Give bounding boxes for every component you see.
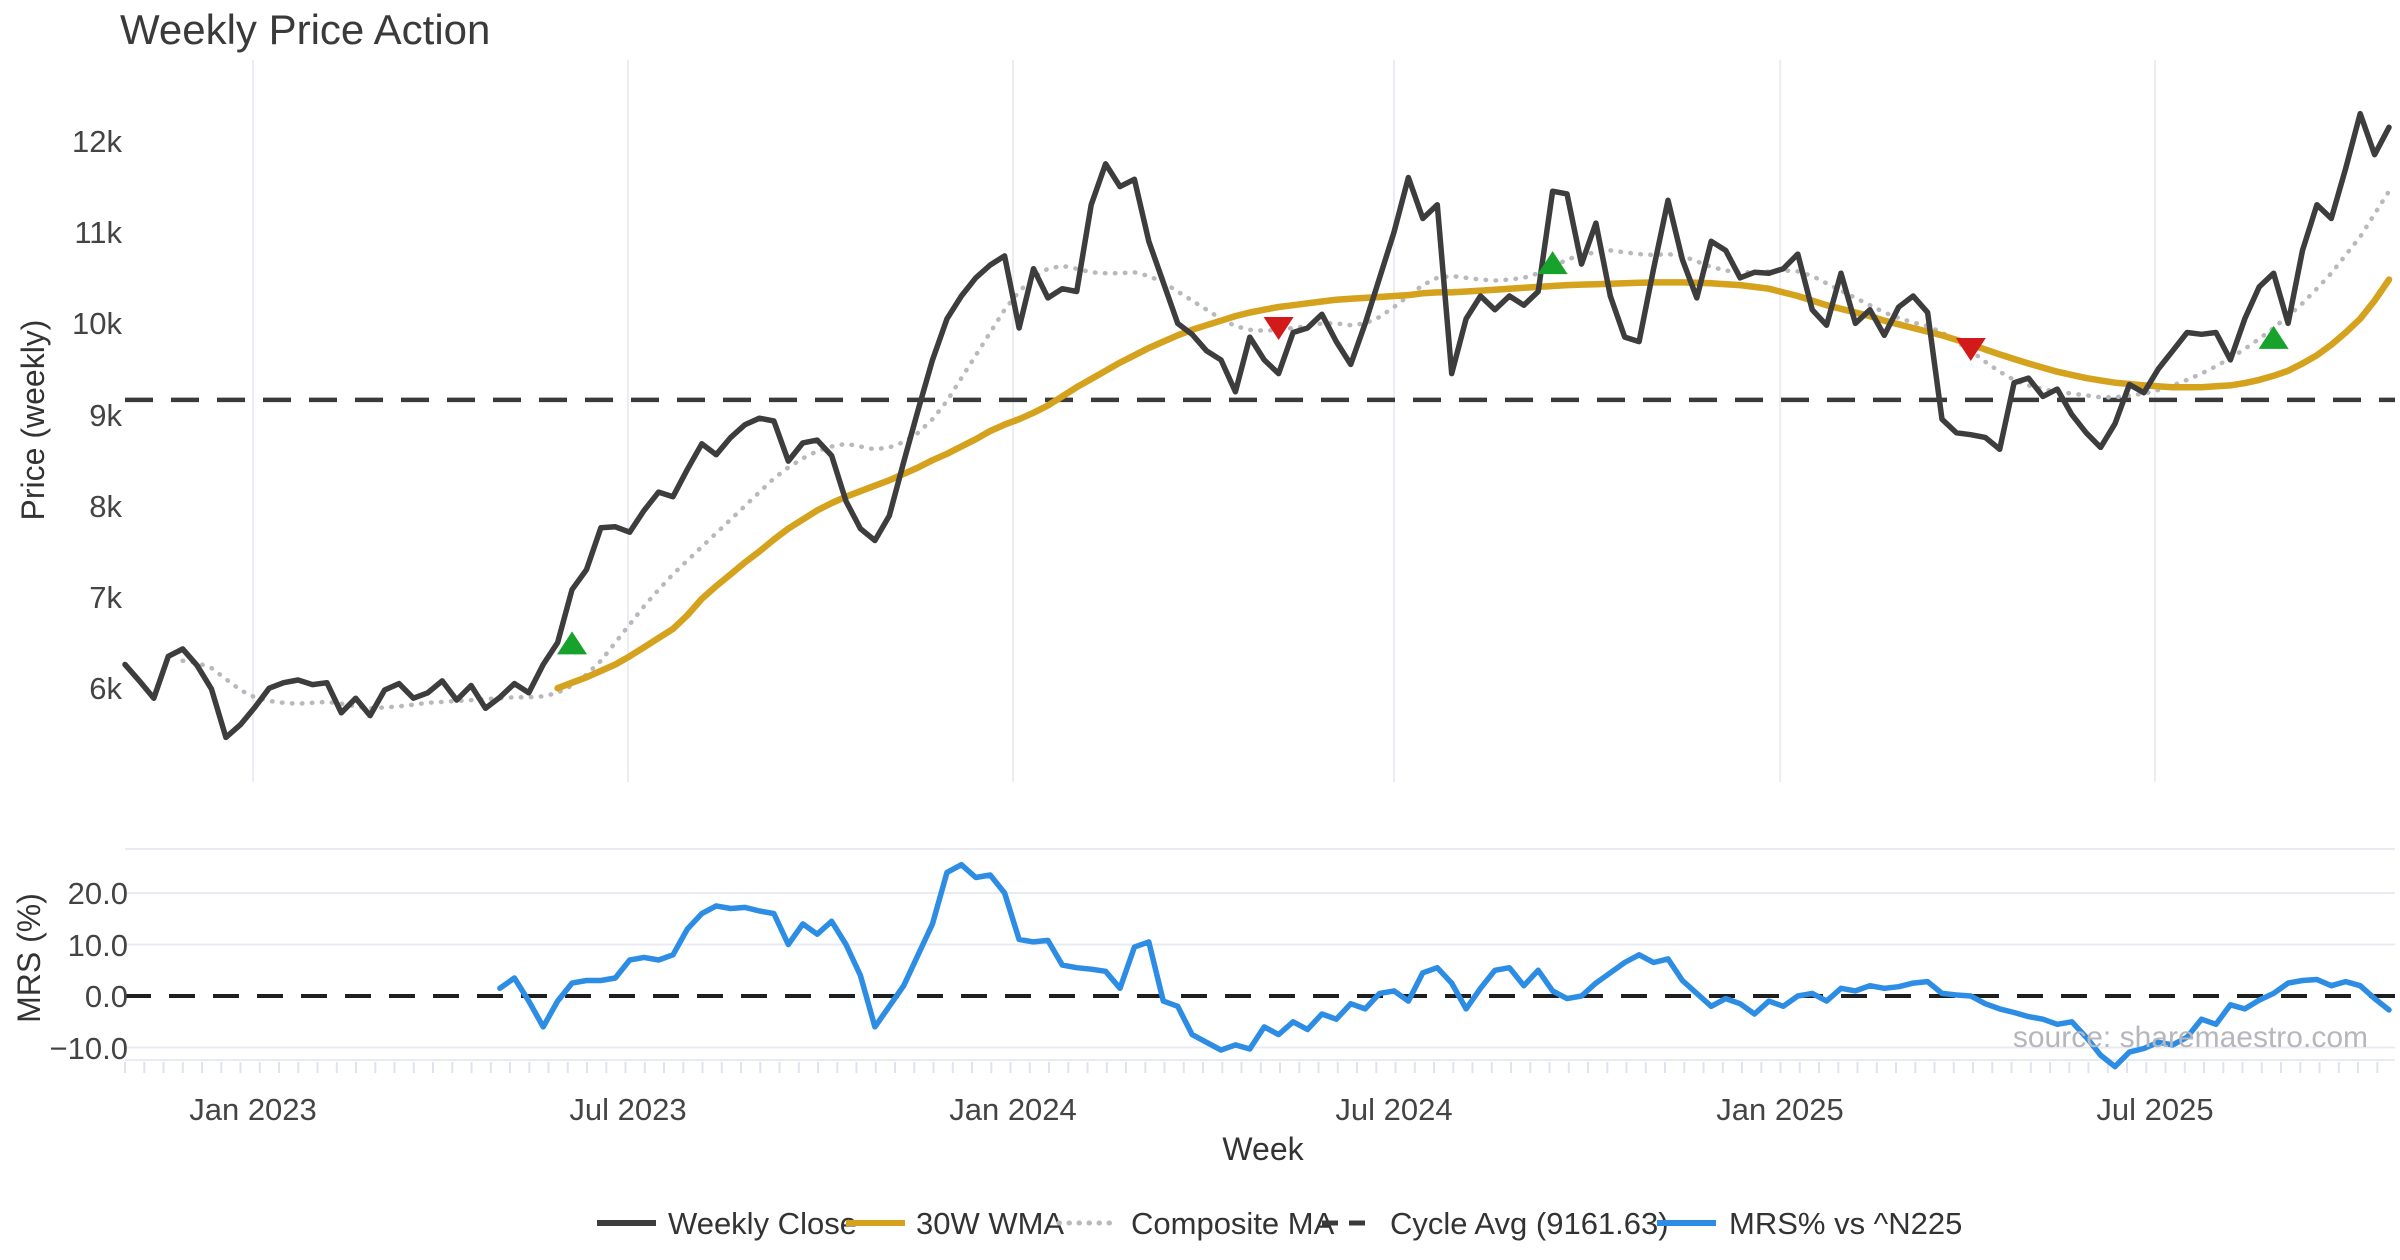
y-tick-20: 20.0 xyxy=(68,876,128,911)
legend: Weekly Close 30W WMA Composite MA Cycle … xyxy=(597,1206,1962,1241)
price-y-tick-labels: 12k 11k 10k 9k 8k 7k 6k xyxy=(72,124,122,706)
x-axis-title: Week xyxy=(1222,1131,1304,1167)
legend-item-composite-ma[interactable]: Composite MA xyxy=(1056,1206,1335,1241)
legend-label-30w-wma: 30W WMA xyxy=(916,1206,1064,1241)
y-tick-9k: 9k xyxy=(89,398,122,433)
mrs-horizontal-gridlines xyxy=(124,848,2395,1073)
x-tick-jul-2025: Jul 2025 xyxy=(2096,1092,2213,1127)
buy-signal-marker-icon xyxy=(2258,325,2289,349)
legend-item-30w-wma[interactable]: 30W WMA xyxy=(846,1206,1064,1241)
y-tick-10k: 10k xyxy=(72,306,122,341)
mrs-line xyxy=(497,861,2392,1070)
sell-signal-marker-icon xyxy=(1955,338,1986,362)
legend-label-composite-ma: Composite MA xyxy=(1131,1206,1335,1241)
y-tick-0: 0.0 xyxy=(85,979,128,1014)
y-tick-12k: 12k xyxy=(72,124,122,159)
legend-label-weekly-close: Weekly Close xyxy=(668,1206,857,1241)
x-tick-jul-2023: Jul 2023 xyxy=(569,1092,686,1127)
legend-item-cycle-avg[interactable]: Cycle Avg (9161.63) xyxy=(1322,1206,1669,1241)
price-axis-title: Price (weekly) xyxy=(15,320,51,521)
mrs-axis-title: MRS (%) xyxy=(11,893,47,1023)
y-tick-10: 10.0 xyxy=(68,928,128,963)
legend-label-cycle-avg: Cycle Avg (9161.63) xyxy=(1390,1206,1669,1241)
x-tick-jan-2025: Jan 2025 xyxy=(1716,1092,1844,1127)
mrs-y-tick-labels: 20.0 10.0 0.0 −10.0 xyxy=(50,876,128,1066)
x-tick-jul-2024: Jul 2024 xyxy=(1335,1092,1452,1127)
buy-sell-signal-markers xyxy=(557,251,2289,655)
legend-item-weekly-close[interactable]: Weekly Close xyxy=(597,1206,857,1241)
y-tick-6k: 6k xyxy=(89,671,122,706)
watermark: source: sharemaestro.com xyxy=(2013,1021,2368,1054)
chart-title: Weekly Price Action xyxy=(120,6,490,53)
x-tick-labels: Jan 2023 Jul 2023 Jan 2024 Jul 2024 Jan … xyxy=(189,1092,2213,1127)
wma-30w-line xyxy=(554,276,2393,692)
y-tick-7k: 7k xyxy=(89,580,122,615)
x-tick-jan-2023: Jan 2023 xyxy=(189,1092,317,1127)
buy-signal-marker-icon xyxy=(557,631,588,655)
weekly-close-line xyxy=(122,110,2392,741)
sell-signal-marker-icon xyxy=(1263,317,1294,341)
buy-signal-marker-icon xyxy=(1537,251,1568,275)
legend-label-mrs: MRS% vs ^N225 xyxy=(1729,1206,1962,1241)
y-tick-11k: 11k xyxy=(74,215,122,250)
y-tick-8k: 8k xyxy=(89,489,122,524)
legend-item-mrs[interactable]: MRS% vs ^N225 xyxy=(1657,1206,1962,1241)
x-tick-jan-2024: Jan 2024 xyxy=(949,1092,1077,1127)
y-tick-neg10: −10.0 xyxy=(50,1031,128,1066)
